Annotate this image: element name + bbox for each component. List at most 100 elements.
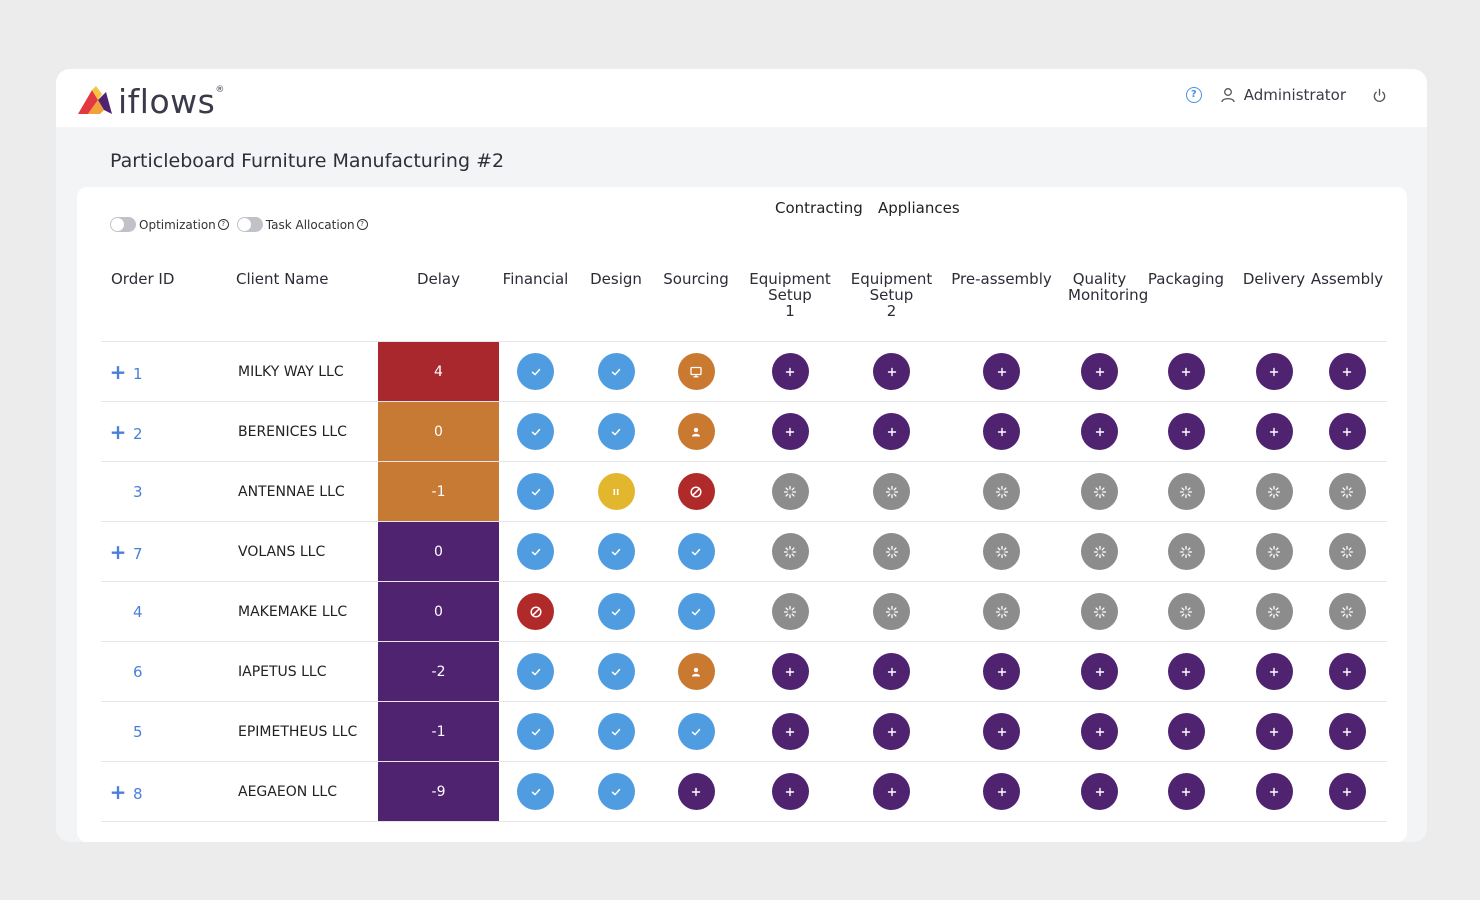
order-id-link[interactable]: 6 xyxy=(133,662,143,681)
loading-spinner-icon[interactable] xyxy=(1167,533,1205,570)
loading-spinner-icon[interactable] xyxy=(1255,473,1293,510)
plus-icon[interactable] xyxy=(771,353,809,390)
table-row[interactable]: +7 VOLANS LLC 0 xyxy=(101,521,1387,582)
plus-icon[interactable] xyxy=(873,353,910,390)
check-icon[interactable] xyxy=(517,413,554,450)
loading-spinner-icon[interactable] xyxy=(1081,473,1118,510)
plus-icon[interactable] xyxy=(1167,653,1205,690)
plus-icon[interactable] xyxy=(1255,653,1293,690)
col-header-assembly[interactable]: Assembly xyxy=(1307,271,1387,342)
plus-icon[interactable] xyxy=(983,413,1020,450)
check-icon[interactable] xyxy=(517,533,554,570)
order-id-link[interactable]: 7 xyxy=(133,544,143,563)
order-id-link[interactable]: 3 xyxy=(133,482,143,501)
check-icon[interactable] xyxy=(517,353,554,390)
col-header-financial[interactable]: Financial xyxy=(499,271,572,342)
blocked-icon[interactable] xyxy=(677,473,715,510)
col-header-equipment-setup-2[interactable]: Equipment Setup 2 xyxy=(848,271,935,342)
loading-spinner-icon[interactable] xyxy=(1081,533,1118,570)
loading-spinner-icon[interactable] xyxy=(1328,593,1366,630)
check-icon[interactable] xyxy=(517,653,554,690)
order-id-link[interactable]: 1 xyxy=(133,364,143,383)
monitor-icon[interactable] xyxy=(677,353,715,390)
col-header-client-name[interactable]: Client Name xyxy=(226,271,378,342)
check-icon[interactable] xyxy=(677,533,715,570)
order-id-link[interactable]: 5 xyxy=(133,722,143,741)
plus-icon[interactable] xyxy=(771,713,809,750)
check-icon[interactable] xyxy=(517,773,554,810)
col-header-equipment-setup-1[interactable]: Equipment Setup 1 xyxy=(732,271,848,342)
loading-spinner-icon[interactable] xyxy=(771,533,809,570)
task-allocation-help-icon[interactable]: ? xyxy=(356,219,368,230)
check-icon[interactable] xyxy=(517,713,554,750)
order-id-link[interactable]: 8 xyxy=(133,784,143,803)
plus-icon[interactable] xyxy=(983,773,1020,810)
table-row[interactable]: 3 ANTENNAE LLC -1 xyxy=(101,461,1387,522)
expand-row-button[interactable]: + xyxy=(109,419,127,444)
check-icon[interactable] xyxy=(597,533,635,570)
loading-spinner-icon[interactable] xyxy=(771,593,809,630)
table-row[interactable]: +2 BERENICES LLC 0 xyxy=(101,401,1387,462)
check-icon[interactable] xyxy=(597,773,635,810)
plus-icon[interactable] xyxy=(1081,353,1118,390)
table-row[interactable]: 6 IAPETUS LLC -2 xyxy=(101,641,1387,702)
loading-spinner-icon[interactable] xyxy=(771,473,809,510)
col-header-design[interactable]: Design xyxy=(572,271,660,342)
loading-spinner-icon[interactable] xyxy=(873,473,910,510)
plus-icon[interactable] xyxy=(1255,773,1293,810)
power-icon[interactable] xyxy=(1372,88,1387,103)
task-allocation-toggle[interactable] xyxy=(236,217,263,232)
loading-spinner-icon[interactable] xyxy=(873,593,910,630)
loading-spinner-icon[interactable] xyxy=(983,533,1020,570)
check-icon[interactable] xyxy=(677,713,715,750)
logo[interactable]: iflows ® xyxy=(76,81,224,121)
col-header-packaging[interactable]: Packaging xyxy=(1131,271,1241,342)
user-icon[interactable] xyxy=(1220,87,1236,103)
plus-icon[interactable] xyxy=(983,653,1020,690)
order-id-link[interactable]: 4 xyxy=(133,602,143,621)
loading-spinner-icon[interactable] xyxy=(1167,593,1205,630)
plus-icon[interactable] xyxy=(1255,413,1293,450)
loading-spinner-icon[interactable] xyxy=(1255,533,1293,570)
col-header-pre-assembly[interactable]: Pre-assembly xyxy=(935,271,1068,342)
plus-icon[interactable] xyxy=(771,773,809,810)
table-row[interactable]: +1 MILKY WAY LLC 4 xyxy=(101,341,1387,402)
loading-spinner-icon[interactable] xyxy=(1081,593,1118,630)
help-circle-icon[interactable]: ? xyxy=(1185,87,1202,103)
plus-icon[interactable] xyxy=(983,353,1020,390)
plus-icon[interactable] xyxy=(1328,413,1366,450)
loading-spinner-icon[interactable] xyxy=(1328,533,1366,570)
plus-icon[interactable] xyxy=(1255,713,1293,750)
plus-icon[interactable] xyxy=(873,653,910,690)
plus-icon[interactable] xyxy=(771,413,809,450)
plus-icon[interactable] xyxy=(1328,773,1366,810)
plus-icon[interactable] xyxy=(1167,353,1205,390)
plus-icon[interactable] xyxy=(771,653,809,690)
pause-icon[interactable] xyxy=(597,473,635,510)
col-header-delay[interactable]: Delay xyxy=(378,271,499,342)
check-icon[interactable] xyxy=(597,593,635,630)
person-icon[interactable] xyxy=(677,413,715,450)
plus-icon[interactable] xyxy=(1081,713,1118,750)
loading-spinner-icon[interactable] xyxy=(983,593,1020,630)
table-row[interactable]: +8 AEGAEON LLC -9 xyxy=(101,761,1387,822)
loading-spinner-icon[interactable] xyxy=(1167,473,1205,510)
check-icon[interactable] xyxy=(597,353,635,390)
plus-icon[interactable] xyxy=(1167,773,1205,810)
check-icon[interactable] xyxy=(677,593,715,630)
check-icon[interactable] xyxy=(597,653,635,690)
blocked-icon[interactable] xyxy=(517,593,554,630)
table-row[interactable]: 5 EPIMETHEUS LLC -1 xyxy=(101,701,1387,762)
plus-icon[interactable] xyxy=(1328,353,1366,390)
plus-icon[interactable] xyxy=(1081,653,1118,690)
col-header-delivery[interactable]: Delivery xyxy=(1241,271,1307,342)
table-row[interactable]: 4 MAKEMAKE LLC 0 xyxy=(101,581,1387,642)
optimization-toggle[interactable] xyxy=(110,217,136,232)
col-header-order-id[interactable]: Order ID xyxy=(101,271,226,342)
expand-row-button[interactable]: + xyxy=(109,539,127,564)
loading-spinner-icon[interactable] xyxy=(1328,473,1366,510)
col-header-quality-monitoring[interactable]: Quality Monitoring xyxy=(1068,271,1148,342)
loading-spinner-icon[interactable] xyxy=(1255,593,1293,630)
user-name[interactable]: Administrator xyxy=(1243,86,1346,104)
check-icon[interactable] xyxy=(597,713,635,750)
